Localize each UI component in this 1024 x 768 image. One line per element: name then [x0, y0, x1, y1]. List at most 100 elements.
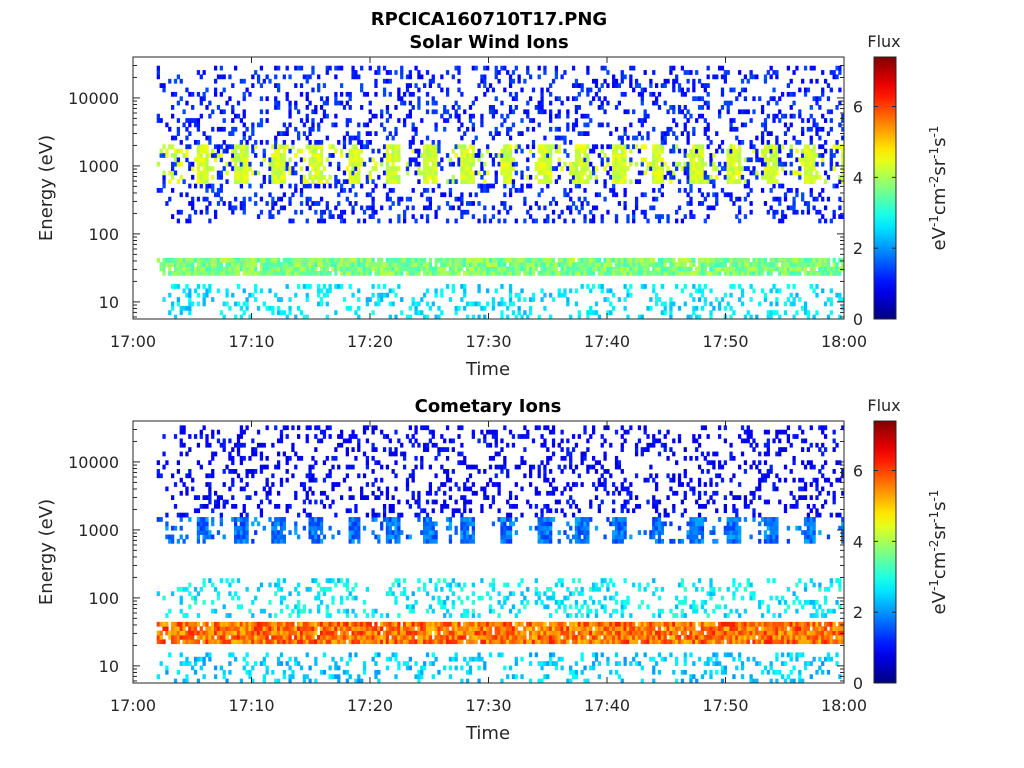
- flux-cell: [526, 100, 530, 106]
- flux-cell: [342, 209, 347, 215]
- flux-cell: [185, 262, 189, 267]
- flux-cell: [234, 469, 238, 474]
- flux-cell: [328, 613, 332, 618]
- flux-cell: [311, 70, 315, 75]
- flux-cell: [675, 218, 679, 224]
- flux-cell: [640, 209, 644, 215]
- flux-cell: [643, 109, 647, 115]
- flux-cell: [388, 218, 392, 224]
- flux-cell: [766, 148, 770, 154]
- flux-cell: [663, 100, 667, 106]
- flux-cell: [632, 209, 636, 215]
- flux-cell: [251, 600, 255, 605]
- flux-cell: [179, 525, 183, 531]
- flux-cell: [420, 74, 424, 80]
- flux-cell: [262, 78, 266, 84]
- flux-cell: [202, 297, 206, 302]
- flux-cell: [271, 157, 275, 163]
- flux-cell: [380, 257, 384, 263]
- flux-cell: [732, 270, 736, 276]
- flux-cell: [508, 262, 513, 267]
- flux-cell: [348, 135, 352, 141]
- flux-cell: [700, 266, 705, 272]
- flux-cell: [786, 257, 790, 263]
- flux-cell: [448, 161, 453, 167]
- flux-cell: [743, 214, 748, 219]
- flux-cell: [463, 288, 467, 294]
- flux-cell: [763, 78, 768, 84]
- flux-cell: [165, 512, 169, 518]
- flux-cell: [311, 174, 315, 180]
- flux-cell: [351, 183, 355, 189]
- flux-cell: [259, 266, 264, 272]
- flux-cell: [634, 179, 639, 185]
- flux-cell: [801, 257, 805, 263]
- flux-cell: [165, 525, 169, 531]
- flux-cell: [319, 118, 324, 123]
- flux-cell: [772, 209, 776, 215]
- flux-cell: [191, 118, 195, 123]
- flux-cell: [279, 521, 284, 527]
- flux-cell: [308, 634, 312, 640]
- flux-cell: [259, 83, 264, 88]
- flux-cell: [196, 591, 201, 597]
- flux-cell: [382, 262, 387, 267]
- flux-cell: [288, 530, 292, 535]
- flux-cell: [723, 270, 727, 276]
- flux-cell: [339, 600, 344, 605]
- flux-cell: [663, 139, 667, 145]
- flux-cell: [268, 266, 272, 272]
- flux-cell: [176, 118, 181, 123]
- flux-cell: [173, 621, 178, 627]
- flux-cell: [305, 425, 309, 431]
- flux-cell: [262, 464, 266, 470]
- flux-cell: [345, 153, 349, 158]
- flux-cell: [612, 170, 616, 176]
- flux-cell: [783, 301, 788, 307]
- flux-cell: [755, 74, 759, 80]
- flux-cell: [511, 157, 516, 163]
- flux-cell: [514, 314, 518, 320]
- flux-cell: [205, 183, 209, 189]
- flux-cell: [772, 144, 776, 150]
- flux-cell: [185, 473, 189, 479]
- flux-cell: [689, 174, 693, 180]
- flux-cell: [600, 157, 604, 163]
- flux-cell: [514, 170, 518, 176]
- flux-cell: [196, 442, 201, 448]
- flux-cell: [803, 170, 808, 176]
- flux-cell: [173, 634, 178, 640]
- flux-cell: [417, 270, 421, 276]
- flux-cell: [354, 135, 358, 141]
- flux-cell: [506, 144, 510, 150]
- flux-cell: [523, 310, 527, 316]
- flux-cell: [271, 305, 275, 311]
- flux-cell: [213, 270, 218, 276]
- flux-cell: [740, 109, 745, 115]
- flux-cell: [328, 674, 332, 680]
- flux-cell: [339, 495, 344, 500]
- flux-cell: [259, 109, 264, 115]
- flux-cell: [322, 109, 327, 115]
- flux-cell: [182, 425, 186, 431]
- flux-cell: [342, 262, 347, 267]
- flux-cell: [291, 621, 295, 627]
- flux-cell: [202, 262, 206, 267]
- flux-cell: [580, 166, 584, 171]
- flux-cell: [640, 100, 644, 106]
- flux-cell: [795, 292, 799, 298]
- flux-cell: [285, 284, 289, 289]
- flux-cell: [242, 270, 246, 276]
- flux-cell: [239, 429, 244, 435]
- flux-cell: [649, 305, 653, 311]
- flux-cell: [256, 630, 261, 636]
- flux-cell: [234, 196, 238, 202]
- flux-cell: [603, 179, 607, 185]
- flux-cell: [551, 257, 556, 263]
- flux-cell: [165, 262, 169, 267]
- flux-cell: [766, 179, 770, 185]
- flux-cell: [171, 257, 175, 263]
- flux-cell: [279, 652, 284, 658]
- flux-cell: [520, 170, 524, 176]
- flux-cell: [242, 266, 246, 272]
